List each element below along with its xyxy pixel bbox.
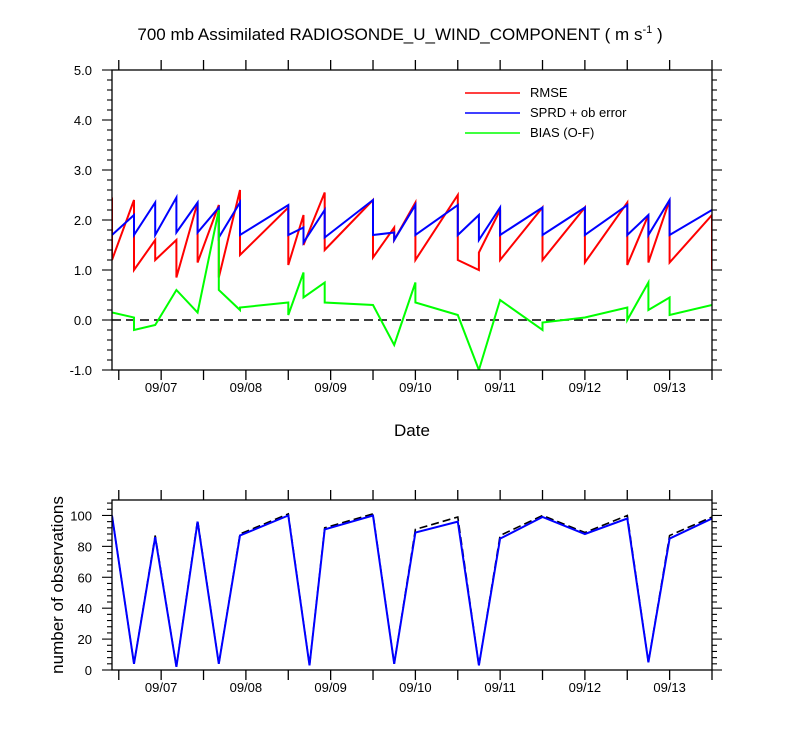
legend: RMSE SPRD + ob error BIAS (O-F) bbox=[465, 85, 627, 140]
bottom-series-line-possible bbox=[112, 512, 712, 668]
top-plot-frame bbox=[111, 69, 713, 371]
top-series-line-bias-o-f bbox=[112, 209, 712, 370]
top-panel-tick-labels: 09/07 09/08 09/09 09/10 09/11 09/12 09/13 -1.0 0… bbox=[70, 63, 686, 395]
top-x-tick-label-09-13: 09/13 bbox=[653, 380, 686, 395]
top-series-line-rmse bbox=[112, 189, 712, 278]
top-x-tick-label-09-11: 09/11 bbox=[484, 380, 516, 395]
top-y-tick-label-1-0: 1.0 bbox=[74, 263, 92, 278]
top-x-tick-label-09-10: 09/10 bbox=[399, 380, 432, 395]
bottom-x-tick-label-09-12: 09/12 bbox=[569, 680, 602, 695]
chart-title-superscript: -1 bbox=[642, 24, 652, 36]
legend-label-sprd: SPRD + ob error bbox=[530, 105, 627, 120]
top-y-tick-label-4-0: 4.0 bbox=[74, 113, 92, 128]
bottom-x-tick-label-09-11: 09/11 bbox=[484, 680, 516, 695]
top-y-tick-label-2-0: 2.0 bbox=[74, 213, 92, 228]
chart-title-close: ) bbox=[652, 25, 662, 44]
top-y-tick-label-1-0: -1.0 bbox=[70, 363, 92, 378]
bottom-y-tick-label-20: 20 bbox=[78, 632, 92, 647]
y-axis-title-observations: number of observations bbox=[48, 496, 67, 674]
chart-title: 700 mb Assimilated RADIOSONDE_U_WIND_COM… bbox=[137, 24, 662, 44]
bottom-series-line-used bbox=[112, 514, 712, 668]
top-y-tick-label-0-0: 0.0 bbox=[74, 313, 92, 328]
bottom-y-tick-label-40: 40 bbox=[78, 601, 92, 616]
top-x-tick-label-09-08: 09/08 bbox=[230, 380, 263, 395]
top-x-tick-label-09-07: 09/07 bbox=[145, 380, 178, 395]
legend-label-rmse: RMSE bbox=[530, 85, 568, 100]
top-y-tick-label-3-0: 3.0 bbox=[74, 163, 92, 178]
bottom-y-tick-label-80: 80 bbox=[78, 539, 92, 554]
bottom-x-tick-label-09-08: 09/08 bbox=[230, 680, 263, 695]
bottom-panel-ticks bbox=[102, 490, 722, 680]
bottom-y-tick-label-0: 0 bbox=[85, 663, 92, 678]
bottom-panel-marks bbox=[112, 512, 712, 668]
legend-label-bias: BIAS (O-F) bbox=[530, 125, 594, 140]
bottom-y-tick-label-60: 60 bbox=[78, 570, 92, 585]
x-axis-title: Date bbox=[394, 421, 430, 440]
top-x-tick-label-09-09: 09/09 bbox=[314, 380, 347, 395]
bottom-panel-tick-labels: 09/07 09/08 09/09 09/10 09/11 09/12 09/13 0 20 40… bbox=[70, 508, 686, 695]
top-panel-marks bbox=[112, 189, 712, 370]
chart-title-main: 700 mb Assimilated RADIOSONDE_U_WIND_COM… bbox=[137, 25, 642, 44]
top-series-line-sprd-ob-error bbox=[112, 193, 712, 246]
bottom-x-tick-label-09-13: 09/13 bbox=[653, 680, 686, 695]
top-x-tick-label-09-12: 09/12 bbox=[569, 380, 602, 395]
top-panel-ticks bbox=[102, 60, 722, 380]
bottom-x-tick-label-09-09: 09/09 bbox=[314, 680, 347, 695]
bottom-y-tick-label-100: 100 bbox=[70, 508, 92, 523]
top-y-tick-label-5-0: 5.0 bbox=[74, 63, 92, 78]
bottom-x-tick-label-09-10: 09/10 bbox=[399, 680, 432, 695]
bottom-plot-frame bbox=[111, 499, 713, 671]
bottom-x-tick-label-09-07: 09/07 bbox=[145, 680, 178, 695]
